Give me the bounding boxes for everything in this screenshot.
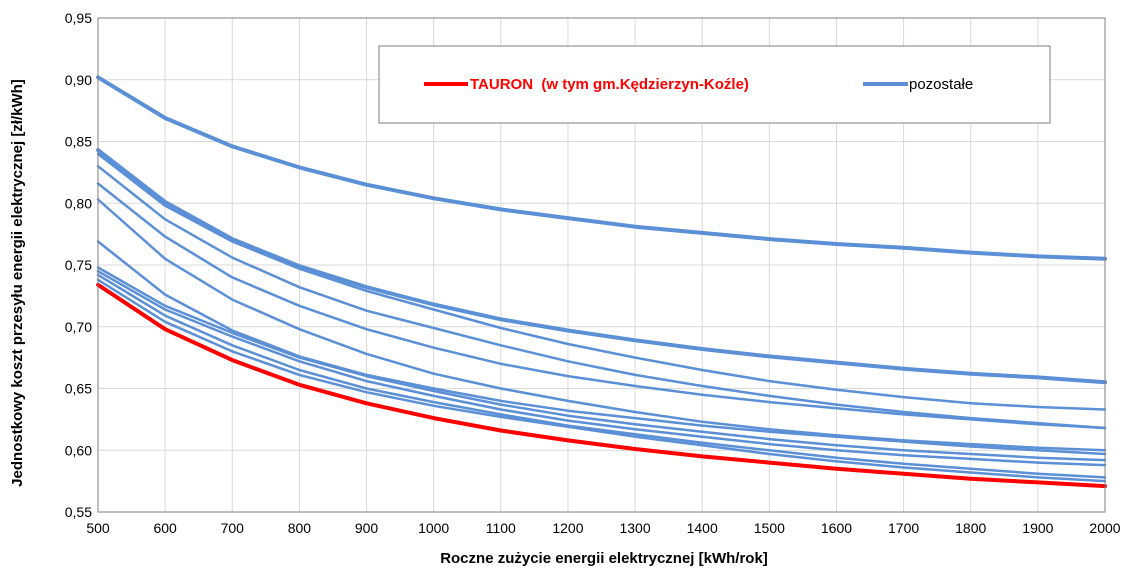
- series-line-pozostale-6: [96, 198, 1107, 452]
- series-line-pozostale-11: [96, 278, 1107, 483]
- x-tick-label: 1900: [1022, 520, 1053, 536]
- legend: TAURON (w tym gm.Kędzierzyn-Koźle) pozos…: [378, 45, 1051, 124]
- x-tick-label: 1000: [418, 520, 449, 536]
- y-tick-label: 0,85: [65, 134, 92, 150]
- y-tick-label: 0,60: [65, 442, 92, 458]
- y-tick-label: 0,55: [65, 504, 92, 520]
- series-line-pozostale-1: [96, 75, 1107, 261]
- x-tick-label: 1200: [552, 520, 583, 536]
- series-line-pozostale-7: [96, 240, 1107, 456]
- y-tick-label: 0,95: [65, 10, 92, 26]
- series-line-pozostale-4: [96, 164, 1107, 430]
- series-line-tauron: [96, 282, 1107, 489]
- x-tick-label: 1600: [821, 520, 852, 536]
- legend-label-pozostale: pozostałe: [909, 76, 973, 93]
- x-tick-label: 600: [153, 520, 177, 536]
- legend-label-tauron: TAURON (w tym gm.Kędzierzyn-Koźle): [470, 76, 749, 93]
- x-tick-label: 1400: [687, 520, 718, 536]
- y-tick-label: 0,70: [65, 319, 92, 335]
- legend-box: [378, 45, 1051, 124]
- series-line-pozostale-3: [96, 152, 1107, 411]
- x-tick-label: 1500: [754, 520, 785, 536]
- series-line-pozostale-5: [96, 182, 1107, 430]
- y-tick-label: 0,80: [65, 195, 92, 211]
- x-tick-label: 500: [86, 520, 110, 536]
- series-line-pozostale-10: [96, 273, 1107, 479]
- x-tick-label: 1800: [955, 520, 986, 536]
- series-line-pozostale-9: [96, 269, 1107, 467]
- x-tick-label: 2000: [1089, 520, 1120, 536]
- x-tick-label: 800: [288, 520, 312, 536]
- series-line-pozostale-2: [96, 148, 1107, 385]
- series-line-pozostale-8: [96, 266, 1107, 462]
- x-tick-label: 700: [221, 520, 245, 536]
- y-tick-labels: 0,55 0,60 0,65 0,70 0,75 0,80 0,85 0,90 0,95: [65, 10, 92, 520]
- y-tick-label: 0,75: [65, 257, 92, 273]
- x-tick-labels: 500 600 700 800 900 1000 1100 1200 1300 1400 1500 1…: [86, 520, 1120, 536]
- x-axis-title: Roczne zużycie energii elektrycznej [kWh…: [440, 550, 768, 567]
- y-tick-label: 0,90: [65, 72, 92, 88]
- plot-frame: [97, 17, 1106, 513]
- y-axis-title: Jednostkowy koszt przesyłu energii elekt…: [9, 79, 26, 487]
- x-tick-label: 1700: [888, 520, 919, 536]
- x-tick-label: 1300: [619, 520, 650, 536]
- x-tick-label: 900: [355, 520, 379, 536]
- x-tick-label: 1100: [486, 520, 516, 536]
- series-lines: [96, 75, 1107, 489]
- y-tick-label: 0,65: [65, 381, 92, 397]
